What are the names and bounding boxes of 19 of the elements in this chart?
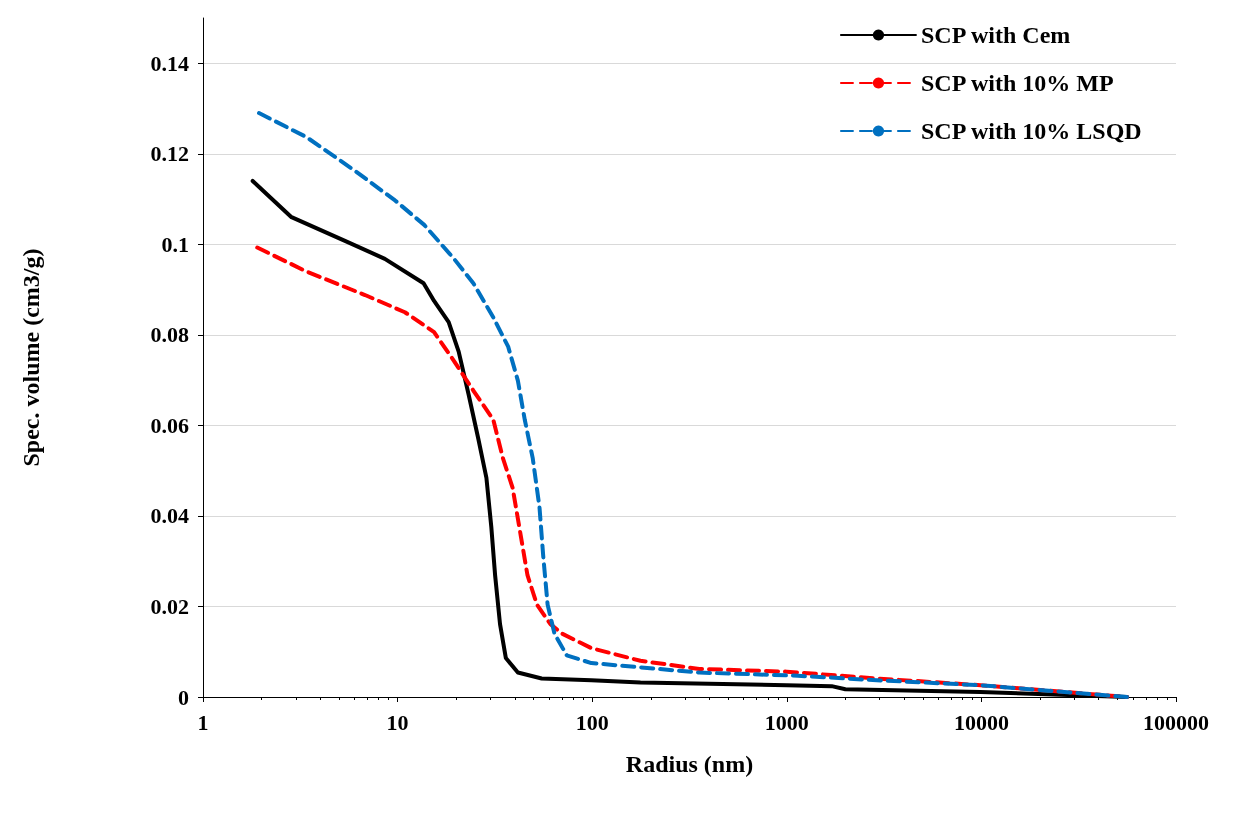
x-tick-label: 100 bbox=[575, 709, 609, 735]
y-tick-label: 0.02 bbox=[150, 593, 189, 619]
x-tick-label: 10000 bbox=[953, 709, 1009, 735]
x-tick-label: 1 bbox=[197, 709, 209, 735]
x-tick-label: 10 bbox=[386, 709, 409, 735]
y-tick-label: 0.06 bbox=[150, 412, 189, 438]
y-tick-label: 0.04 bbox=[150, 503, 189, 529]
x-axis-title: Radius (nm) bbox=[625, 751, 754, 777]
y-tick-label: 0.1 bbox=[161, 231, 189, 257]
legend-label: SCP with 10% LSQD bbox=[920, 118, 1142, 144]
legend-label: SCP with Cem bbox=[920, 22, 1071, 48]
y-tick-label: 0.14 bbox=[150, 50, 189, 76]
y-tick-label: 0.08 bbox=[150, 322, 189, 348]
x-tick-label: 1000 bbox=[764, 709, 809, 735]
y-tick-label: 0.12 bbox=[150, 141, 189, 167]
legend-label: SCP with 10% MP bbox=[920, 70, 1114, 96]
y-tick-label: 0 bbox=[178, 684, 189, 710]
x-tick-label: 100000 bbox=[1143, 709, 1209, 735]
y-axis-title: Spec. volume (cm3/g) bbox=[18, 248, 44, 467]
